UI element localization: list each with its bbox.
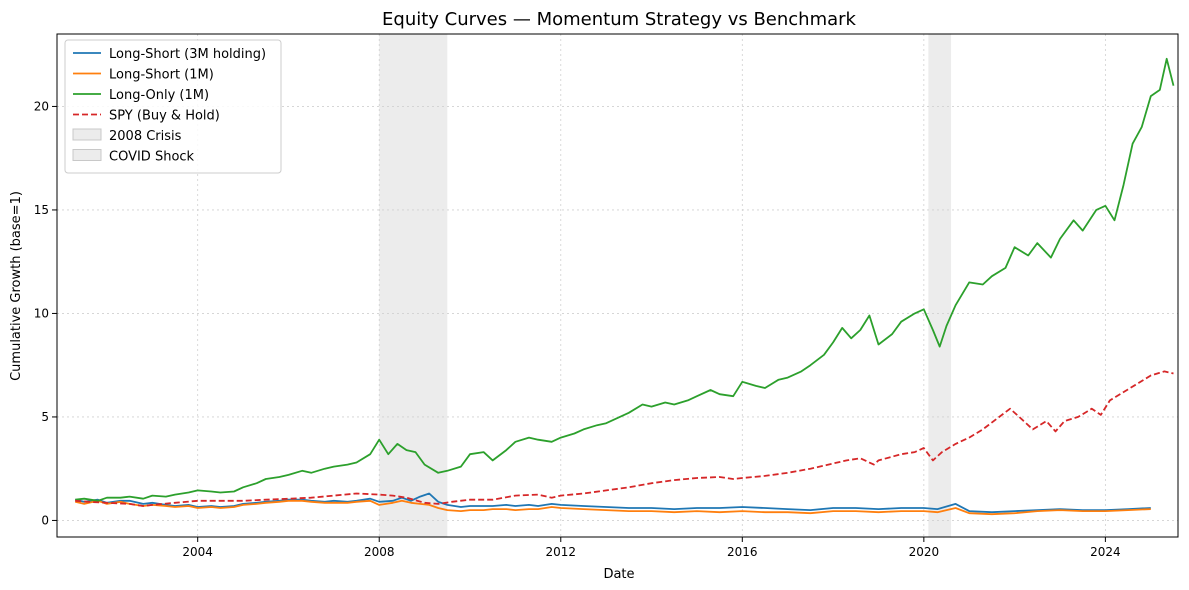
shaded-region-1 [928, 34, 952, 537]
y-axis-label: Cumulative Growth (base=1) [9, 191, 24, 381]
shaded-region-0 [379, 34, 448, 537]
x-tick-label-3: 2016 [727, 545, 758, 559]
x-tick-label-5: 2024 [1090, 545, 1121, 559]
series-lines [74, 57, 1175, 516]
legend-label-1: Long-Short (1M) [109, 68, 214, 83]
y-tick-label-1: 5 [41, 410, 49, 424]
shaded-regions [379, 34, 952, 537]
series-line-2 [75, 57, 1175, 502]
x-axis-label: Date [603, 567, 634, 582]
x-tick-label-1: 2008 [364, 545, 395, 559]
x-tick-label-0: 2004 [182, 545, 213, 559]
y-tick-label-2: 10 [34, 306, 49, 320]
legend-box [64, 39, 282, 174]
y-tick-label-0: 0 [41, 513, 49, 527]
x-tick-label-2: 2012 [545, 545, 576, 559]
x-tick-label-4: 2020 [909, 545, 940, 559]
legend: Long-Short (3M holding) Long-Short (1M) Lo… [64, 39, 282, 174]
legend-label-3: SPY (Buy & Hold) [109, 109, 220, 124]
legend-label-4: 2008 Crisis [109, 129, 182, 144]
series-line-0 [74, 492, 1151, 514]
legend-label-5: COVID Shock [109, 150, 195, 165]
legend-label-2: Long-Only (1M) [109, 88, 209, 103]
grid-lines [57, 34, 1178, 537]
legend-swatch-4 [72, 128, 102, 141]
y-tick-label-4: 20 [34, 99, 49, 113]
series-line-3 [75, 370, 1174, 507]
axis-ticks: 2004 2008 2012 2016 2020 2024 0 5 10 15 20 [34, 99, 1121, 559]
legend-label-0: Long-Short (3M holding) [109, 47, 266, 62]
y-tick-label-3: 15 [34, 203, 49, 217]
chart-title: Equity Curves — Momentum Strategy vs Ben… [382, 9, 857, 30]
plot-frame [56, 33, 1179, 538]
legend-swatch-5 [72, 149, 102, 161]
series-line-1 [74, 499, 1151, 516]
